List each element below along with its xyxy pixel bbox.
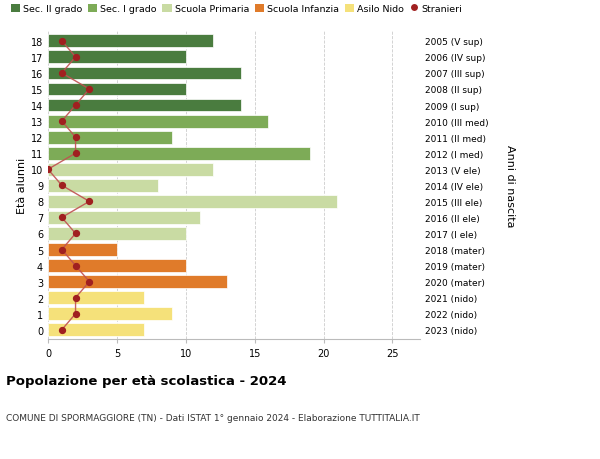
Bar: [48, 100, 241, 112]
Point: [71, 54, 80, 62]
Bar: [48, 35, 214, 48]
Bar: [48, 67, 241, 80]
Point: [57, 214, 67, 222]
Point: [85, 278, 94, 285]
Point: [57, 70, 67, 78]
Bar: [48, 196, 337, 208]
Y-axis label: Anni di nascita: Anni di nascita: [505, 145, 515, 227]
Bar: [48, 324, 145, 336]
Point: [71, 102, 80, 110]
Y-axis label: Età alunni: Età alunni: [17, 158, 26, 214]
Point: [43, 166, 53, 174]
Bar: [48, 275, 227, 288]
Point: [57, 38, 67, 45]
Point: [71, 150, 80, 157]
Bar: [48, 84, 186, 96]
Bar: [48, 179, 158, 192]
Bar: [48, 244, 117, 257]
Point: [71, 230, 80, 238]
Point: [57, 246, 67, 254]
Bar: [48, 163, 214, 176]
Point: [85, 86, 94, 94]
Bar: [48, 291, 145, 304]
Point: [85, 198, 94, 206]
Point: [71, 294, 80, 302]
Bar: [48, 308, 172, 320]
Text: Popolazione per età scolastica - 2024: Popolazione per età scolastica - 2024: [6, 374, 287, 387]
Bar: [48, 147, 310, 160]
Bar: [48, 260, 186, 272]
Point: [57, 182, 67, 190]
Point: [71, 134, 80, 141]
Legend: Sec. II grado, Sec. I grado, Scuola Primaria, Scuola Infanzia, Asilo Nido, Stran: Sec. II grado, Sec. I grado, Scuola Prim…: [11, 5, 463, 14]
Text: COMUNE DI SPORMAGGIORE (TN) - Dati ISTAT 1° gennaio 2024 - Elaborazione TUTTITAL: COMUNE DI SPORMAGGIORE (TN) - Dati ISTAT…: [6, 413, 420, 422]
Point: [71, 310, 80, 318]
Bar: [48, 51, 186, 64]
Bar: [48, 228, 186, 241]
Bar: [48, 115, 268, 128]
Bar: [48, 131, 172, 144]
Point: [57, 118, 67, 125]
Bar: [48, 212, 200, 224]
Point: [71, 262, 80, 269]
Point: [57, 326, 67, 334]
